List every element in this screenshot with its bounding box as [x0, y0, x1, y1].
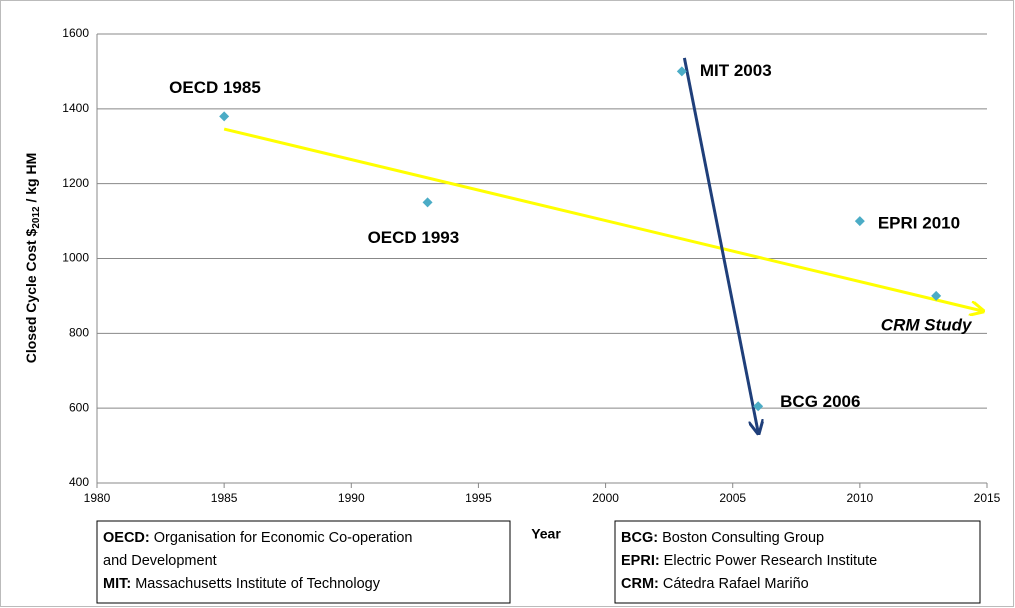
y-axis-label: Closed Cycle Cost $2012 / kg HM [23, 153, 42, 364]
note-text: Boston Consulting Group [662, 530, 824, 546]
y-label-rest: / kg HM [23, 153, 39, 207]
note-abbr: OECD: [103, 530, 150, 546]
data-point [219, 111, 230, 122]
x-tick-label: 1995 [465, 491, 492, 505]
y-tick-label: 1000 [62, 251, 89, 265]
point-label: CRM Study [881, 315, 973, 334]
data-point [931, 290, 942, 301]
point-label: EPRI 2010 [878, 214, 960, 233]
y-label-main: Closed Cycle Cost $ [23, 228, 39, 363]
x-tick-label: 1990 [338, 491, 365, 505]
note-abbr: EPRI: [621, 553, 660, 569]
point-label: OECD 1993 [368, 228, 460, 247]
trend-arrow [682, 57, 758, 432]
x-tick-label: 1985 [211, 491, 238, 505]
note-text: and Development [103, 553, 217, 569]
note-text: Organisation for Economic Co-operation [154, 530, 413, 546]
note-line: and Development [103, 553, 217, 569]
point-label: OECD 1985 [169, 78, 261, 97]
y-tick-label: 800 [69, 326, 89, 340]
y-tick-label: 600 [69, 400, 89, 414]
x-tick-label: 2000 [592, 491, 619, 505]
x-tick-label: 2015 [974, 491, 1001, 505]
y-tick-label: 1600 [62, 26, 89, 40]
data-point [753, 401, 764, 412]
point-label: MIT 2003 [700, 61, 772, 80]
note-line: CRM: Cátedra Rafael Mariño [621, 576, 809, 592]
data-point [676, 66, 687, 77]
note-abbr: CRM: [621, 576, 659, 592]
y-tick-label: 1200 [62, 176, 89, 190]
note-abbr: MIT: [103, 576, 131, 592]
note-box [96, 520, 511, 604]
trend-arrow [223, 127, 982, 311]
data-point [422, 197, 433, 208]
y-label-subscript: 2012 [31, 206, 42, 229]
note-text: Electric Power Research Institute [664, 553, 878, 569]
x-axis-label: Year [531, 526, 561, 542]
data-point [854, 216, 865, 227]
x-tick-label: 1980 [84, 491, 111, 505]
point-label: BCG 2006 [780, 392, 860, 411]
note-text: Cátedra Rafael Mariño [663, 576, 809, 592]
y-tick-label: 1400 [62, 101, 89, 115]
note-line: MIT: Massachusetts Institute of Technolog… [103, 576, 381, 592]
note-box [614, 520, 981, 604]
y-tick-label: 400 [69, 475, 89, 489]
note-line: BCG: Boston Consulting Group [621, 530, 824, 546]
note-abbr: BCG: [621, 530, 658, 546]
x-tick-label: 2005 [719, 491, 746, 505]
note-line: EPRI: Electric Power Research Institute [621, 553, 877, 569]
note-text: Massachusetts Institute of Technology [135, 576, 381, 592]
note-line: OECD: Organisation for Economic Co-operat… [103, 530, 412, 546]
x-tick-label: 2010 [847, 491, 874, 505]
